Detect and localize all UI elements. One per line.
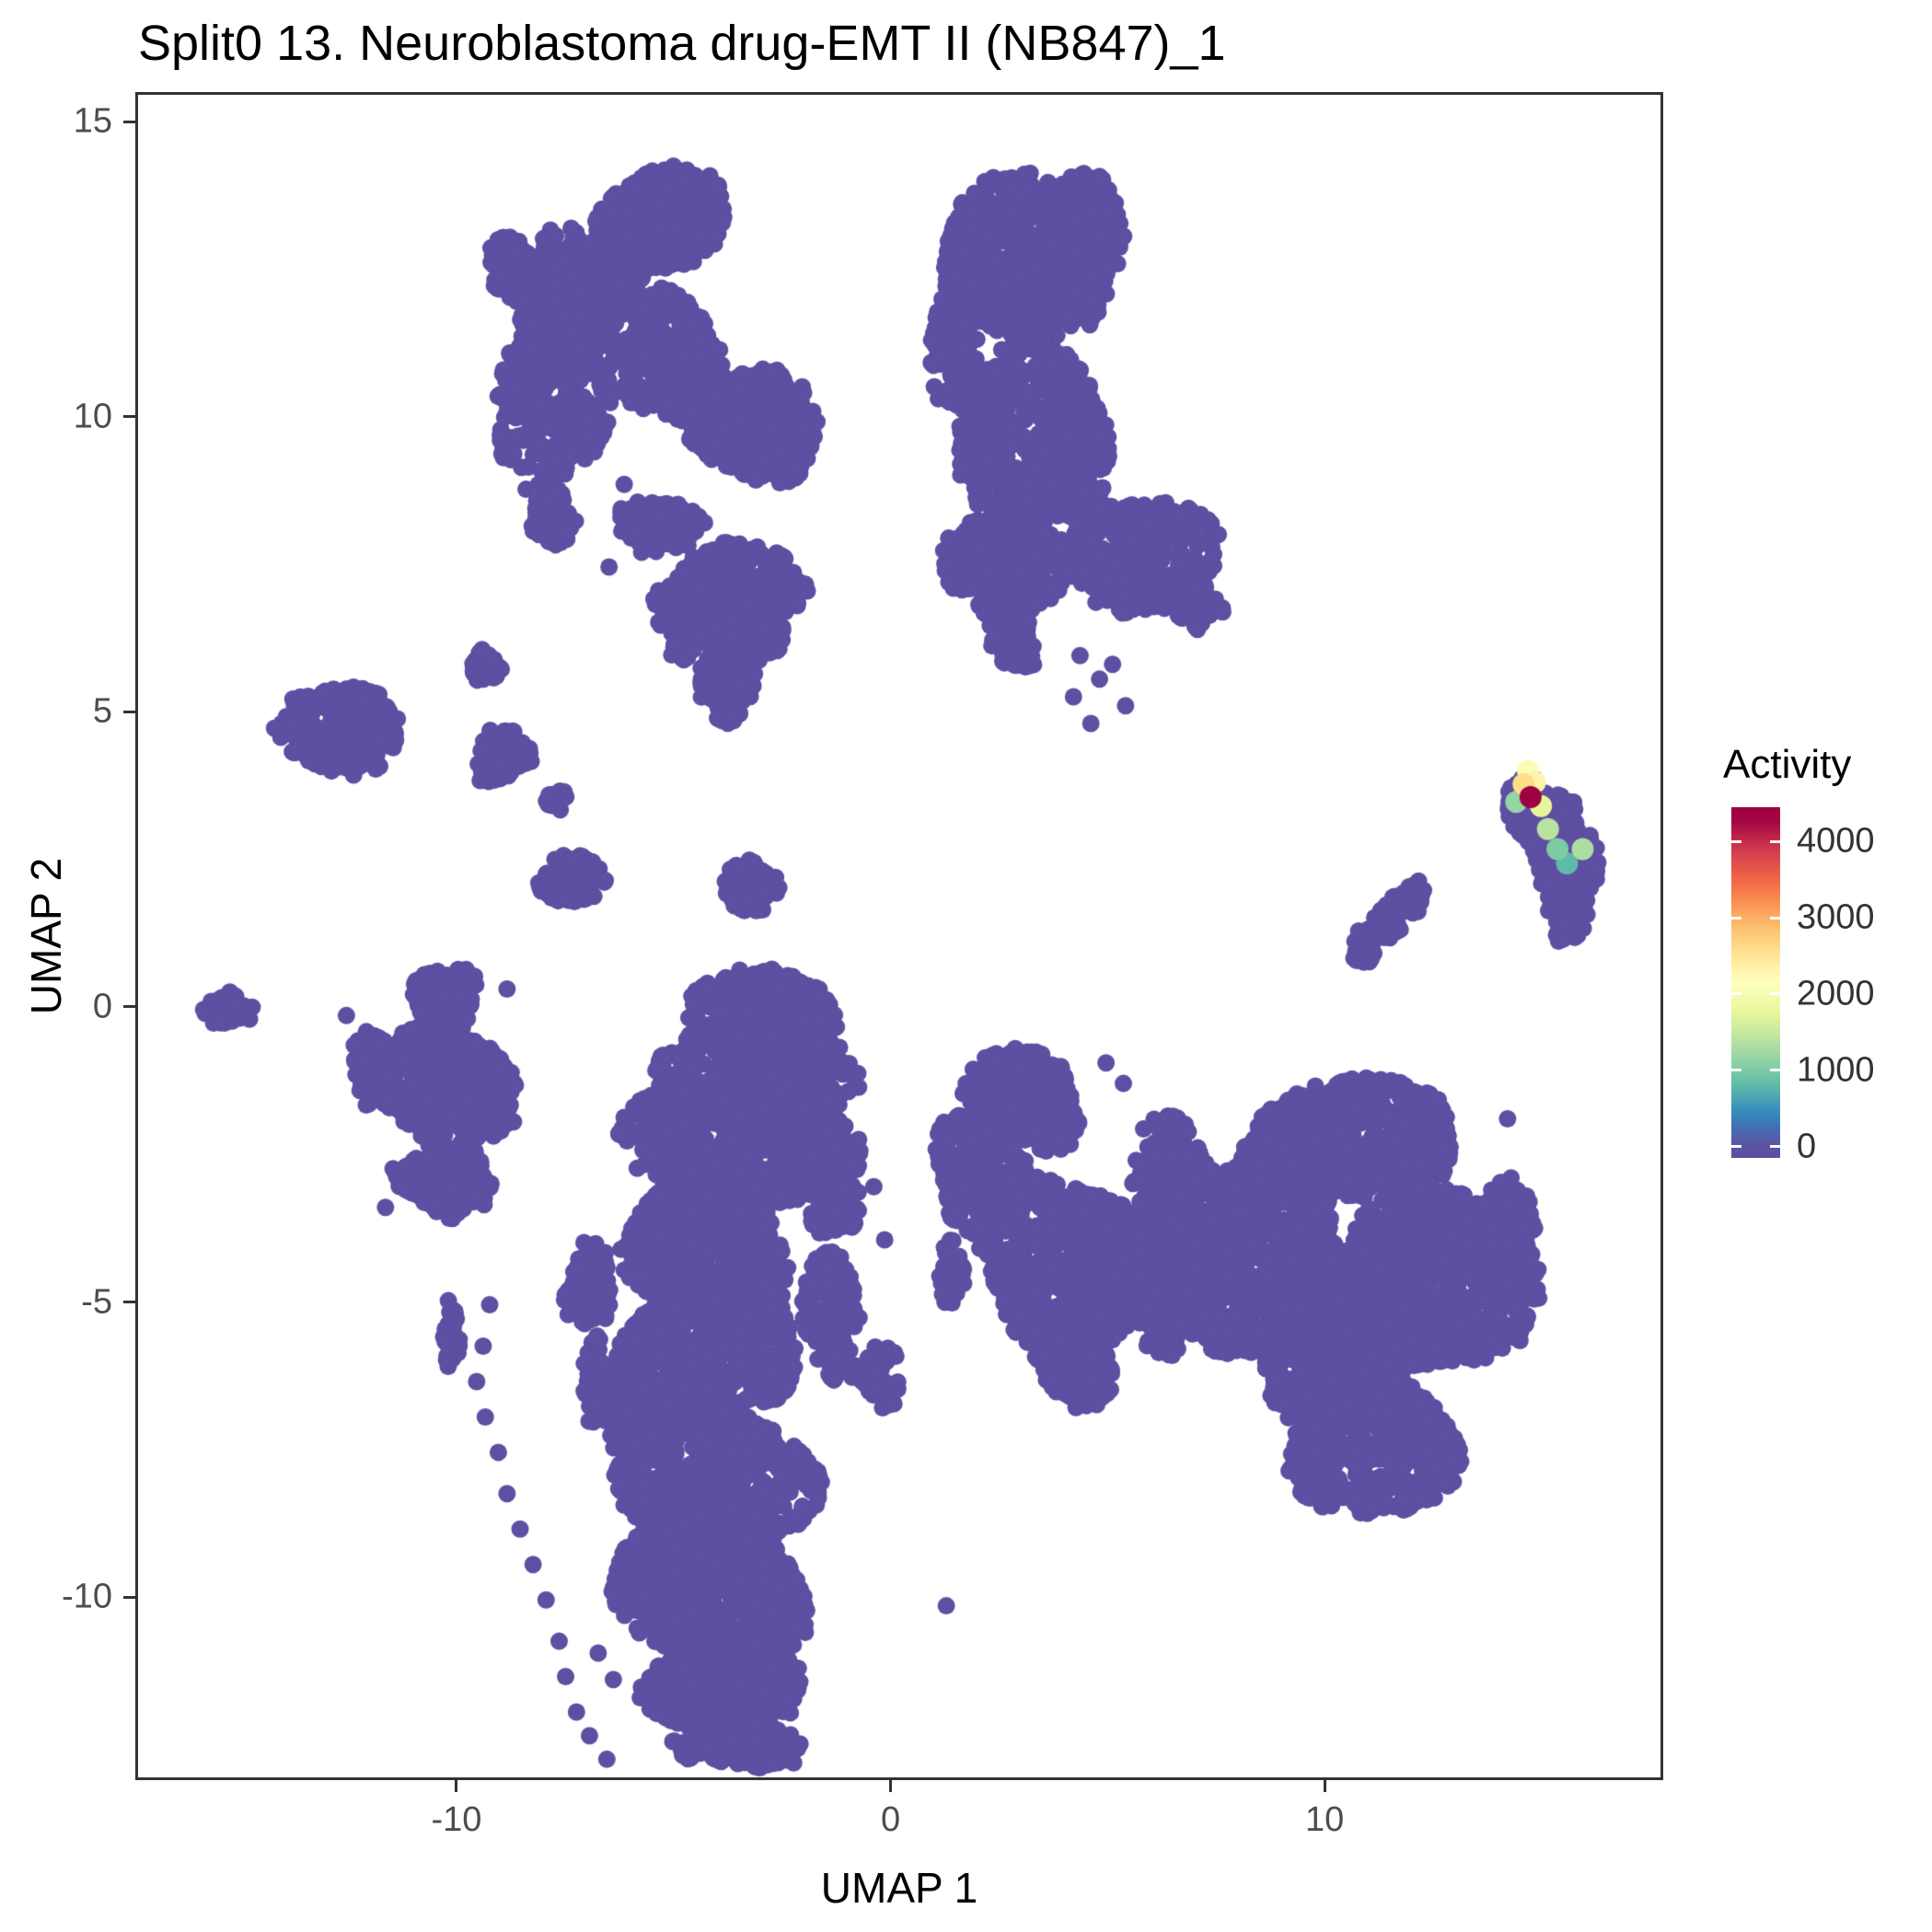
y-tick-label: 10	[73, 397, 112, 436]
legend-colorbar	[1731, 807, 1780, 1158]
y-tick-mark	[123, 1595, 135, 1599]
y-tick-mark	[123, 710, 135, 713]
legend-tick-mark	[1770, 992, 1780, 996]
x-tick-label: 10	[1305, 1800, 1345, 1839]
legend-tick-mark	[1731, 992, 1741, 996]
legend-tick-mark	[1731, 1069, 1741, 1072]
legend-tick-mark	[1731, 916, 1741, 920]
legend-tick-label: 1000	[1797, 1050, 1875, 1090]
legend-tick-label: 3000	[1797, 897, 1875, 937]
y-tick-mark	[123, 415, 135, 419]
x-axis-title: UMAP 1	[820, 1864, 978, 1912]
legend-tick-label: 0	[1797, 1127, 1817, 1166]
x-tick-mark	[455, 1780, 458, 1792]
x-tick-mark	[1323, 1780, 1326, 1792]
y-tick-mark	[123, 1005, 135, 1009]
x-tick-label: -10	[431, 1800, 482, 1839]
legend-tick-mark	[1770, 1145, 1780, 1149]
legend-tick-mark	[1731, 1145, 1741, 1149]
legend-tick-label: 4000	[1797, 821, 1875, 861]
y-tick-label: 0	[92, 987, 112, 1026]
legend-tick-label: 2000	[1797, 974, 1875, 1013]
legend-tick-mark	[1770, 839, 1780, 843]
scatter-canvas	[138, 95, 1666, 1783]
x-tick-label: 0	[880, 1800, 901, 1839]
y-tick-label: -5	[81, 1282, 112, 1322]
legend-tick-mark	[1770, 1069, 1780, 1072]
y-tick-mark	[123, 120, 135, 123]
x-tick-mark	[889, 1780, 893, 1792]
y-tick-label: 15	[73, 101, 112, 141]
legend-tick-mark	[1770, 916, 1780, 920]
legend-title: Activity	[1723, 742, 1852, 787]
y-tick-label: -10	[62, 1577, 112, 1616]
legend-tick-mark	[1731, 839, 1741, 843]
y-axis-title: UMAP 2	[22, 857, 70, 1015]
y-tick-mark	[123, 1301, 135, 1304]
plot-title: Split0 13. Neuroblastoma drug-EMT II (NB…	[138, 16, 1226, 71]
y-tick-label: 5	[92, 691, 112, 731]
plot-panel	[135, 92, 1666, 1783]
